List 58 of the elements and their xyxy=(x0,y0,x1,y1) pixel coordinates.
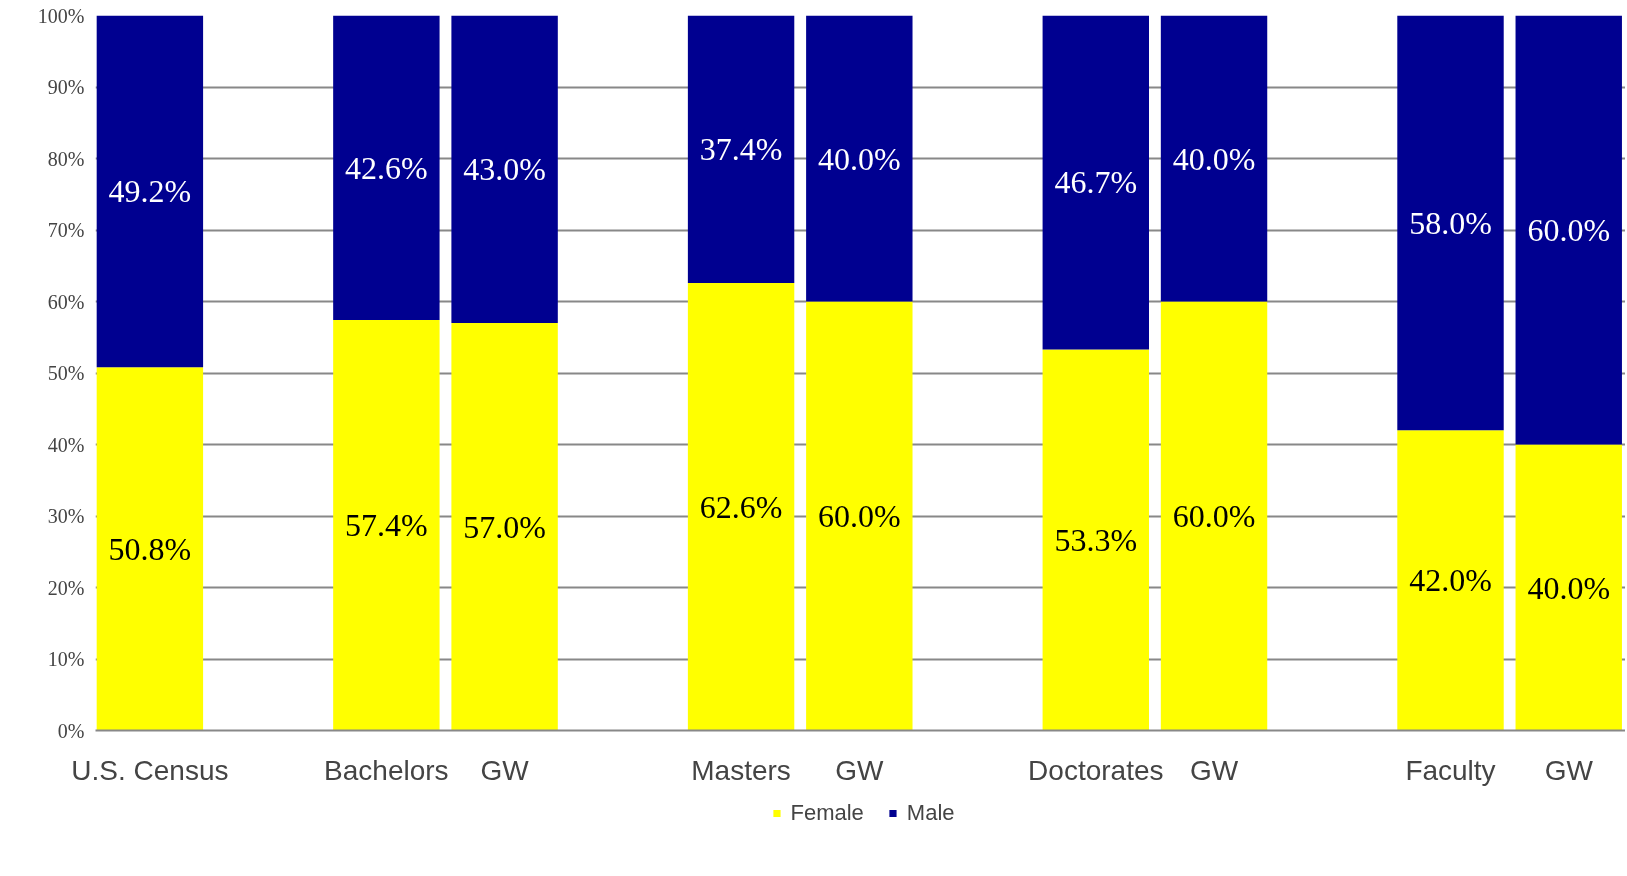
data-label: 58.0% xyxy=(1409,204,1492,241)
bar xyxy=(1160,15,1268,302)
y-tick-label: 50% xyxy=(47,362,85,384)
bar xyxy=(1042,349,1149,731)
data-label: 42.0% xyxy=(1409,562,1492,599)
data-label: 40.0% xyxy=(1527,569,1611,606)
x-tick-label: GW xyxy=(835,754,884,786)
bar xyxy=(1397,430,1504,731)
data-label: 60.0% xyxy=(817,498,901,534)
x-tick-label: Masters xyxy=(691,754,791,786)
data-label: 62.6% xyxy=(699,488,783,525)
bar xyxy=(333,320,440,731)
x-tick-label: GW xyxy=(480,754,530,786)
y-tick-label: 20% xyxy=(47,576,85,599)
y-tick-label: 80% xyxy=(47,147,85,170)
data-label: 43.0% xyxy=(463,151,546,188)
data-label: 50.8% xyxy=(108,530,192,567)
bar xyxy=(687,282,795,731)
data-label: 60.0% xyxy=(1527,212,1611,248)
bar xyxy=(451,322,558,731)
y-tick-label: 30% xyxy=(47,505,85,527)
y-tick-label: 60% xyxy=(47,290,85,313)
data-label: 40.0% xyxy=(817,140,901,177)
data-label: 40.0% xyxy=(1172,140,1256,177)
y-tick-label: 0% xyxy=(57,719,85,742)
bar xyxy=(1160,301,1268,731)
x-tick-label: GW xyxy=(1544,754,1594,786)
y-tick-label: 100% xyxy=(37,4,85,27)
y-tick-label: 10% xyxy=(47,648,85,670)
data-label: 42.6% xyxy=(345,149,428,186)
data-label: 37.4% xyxy=(699,131,783,168)
x-tick-label: Faculty xyxy=(1405,754,1496,786)
x-tick-label: U.S. Census xyxy=(71,754,229,786)
x-tick-label: GW xyxy=(1189,754,1239,786)
y-tick-label: 90% xyxy=(47,76,85,98)
bar xyxy=(96,15,204,368)
data-label: 53.3% xyxy=(1054,521,1138,558)
y-tick-label: 40% xyxy=(47,433,85,456)
y-tick-label: 70% xyxy=(47,219,85,241)
data-label: 60.0% xyxy=(1172,498,1256,534)
bar xyxy=(1515,15,1622,445)
bar xyxy=(1397,15,1504,431)
data-label: 57.4% xyxy=(345,507,428,544)
bar xyxy=(687,15,795,283)
bar xyxy=(1515,444,1622,731)
bar xyxy=(1042,15,1149,350)
legend-label: Female xyxy=(790,800,864,826)
bar xyxy=(806,301,913,731)
legend-label: Male xyxy=(906,800,955,826)
bar xyxy=(96,367,204,731)
bar xyxy=(451,15,558,323)
x-tick-label: Doctorates xyxy=(1028,754,1164,786)
bar xyxy=(806,15,913,302)
bar xyxy=(333,15,440,321)
x-tick-label: Bachelors xyxy=(324,754,449,786)
data-label: 46.7% xyxy=(1054,164,1138,201)
data-label: 57.0% xyxy=(463,508,546,545)
data-label: 49.2% xyxy=(108,173,192,210)
